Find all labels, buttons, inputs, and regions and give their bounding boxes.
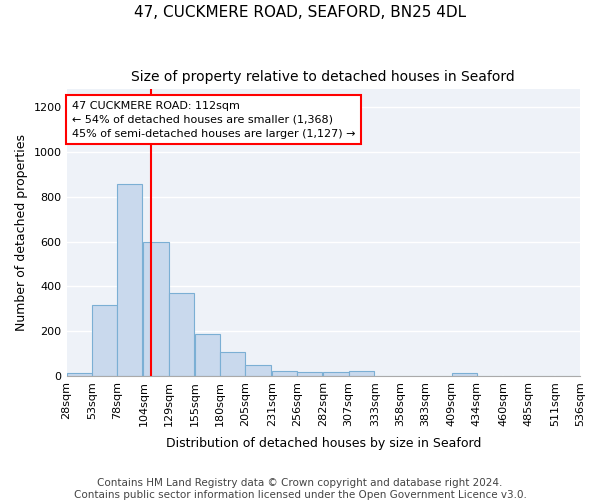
Bar — [143, 242, 169, 376]
Text: 47, CUCKMERE ROAD, SEAFORD, BN25 4DL: 47, CUCKMERE ROAD, SEAFORD, BN25 4DL — [134, 5, 466, 20]
Bar — [452, 373, 477, 376]
Title: Size of property relative to detached houses in Seaford: Size of property relative to detached ho… — [131, 70, 515, 84]
Y-axis label: Number of detached properties: Number of detached properties — [15, 134, 28, 331]
Bar — [220, 352, 245, 376]
Bar — [169, 293, 194, 376]
Bar — [272, 371, 297, 376]
X-axis label: Distribution of detached houses by size in Seaford: Distribution of detached houses by size … — [166, 437, 481, 450]
Bar — [297, 372, 322, 376]
Bar — [349, 372, 374, 376]
Bar — [117, 184, 142, 376]
Bar — [67, 372, 92, 376]
Bar — [92, 306, 117, 376]
Bar — [245, 365, 271, 376]
Bar — [195, 334, 220, 376]
Bar — [323, 372, 349, 376]
Text: 47 CUCKMERE ROAD: 112sqm
← 54% of detached houses are smaller (1,368)
45% of sem: 47 CUCKMERE ROAD: 112sqm ← 54% of detach… — [71, 100, 355, 138]
Text: Contains HM Land Registry data © Crown copyright and database right 2024.
Contai: Contains HM Land Registry data © Crown c… — [74, 478, 526, 500]
